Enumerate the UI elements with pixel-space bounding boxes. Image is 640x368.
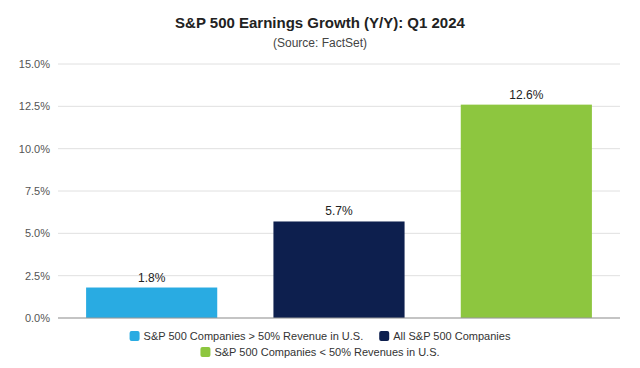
legend-swatch (379, 331, 389, 341)
grid-line (58, 318, 620, 319)
data-label: 12.6% (509, 88, 543, 102)
legend: S&P 500 Companies > 50% Revenue in U.S. A… (130, 330, 511, 358)
grid-line (58, 64, 620, 65)
title: S&P 500 Earnings Growth (Y/Y): Q1 2024 (175, 14, 465, 31)
chart: S&P 500 Earnings Growth (Y/Y): Q1 2024 (S… (0, 0, 640, 368)
legend-label: All S&P 500 Companies (393, 330, 511, 342)
legend-item: All S&P 500 Companies (379, 330, 511, 342)
y-axis: 0.0% 2.5% 5.0% 7.5% 10.0% 12.5% 15.0% (19, 58, 50, 324)
bar (86, 288, 217, 318)
y-tick-label: 12.5% (19, 100, 50, 112)
data-label: 5.7% (325, 204, 353, 218)
x-axis (58, 318, 620, 319)
y-tick-label: 5.0% (25, 227, 50, 239)
legend-label: S&P 500 Companies < 50% Revenues in U.S. (214, 346, 439, 358)
legend-item: S&P 500 Companies > 50% Revenue in U.S. (130, 330, 364, 342)
data-labels: 1.8% 5.7% 12.6% (138, 88, 544, 285)
y-tick-label: 2.5% (25, 270, 50, 282)
legend-item: S&P 500 Companies < 50% Revenues in U.S. (200, 346, 439, 358)
y-tick-label: 15.0% (19, 58, 50, 70)
grid (58, 64, 620, 318)
x-axis-line (58, 318, 620, 319)
background (0, 0, 640, 368)
legend-swatch (200, 347, 210, 357)
legend-swatch (130, 331, 140, 341)
bar (273, 221, 404, 318)
y-tick-label: 7.5% (25, 185, 50, 197)
bar (461, 105, 592, 318)
subtitle: (Source: FactSet) (273, 36, 367, 50)
bars (86, 105, 592, 318)
data-label: 1.8% (138, 271, 166, 285)
y-tick-label: 0.0% (25, 312, 50, 324)
y-tick-label: 10.0% (19, 143, 50, 155)
legend-label: S&P 500 Companies > 50% Revenue in U.S. (144, 330, 364, 342)
